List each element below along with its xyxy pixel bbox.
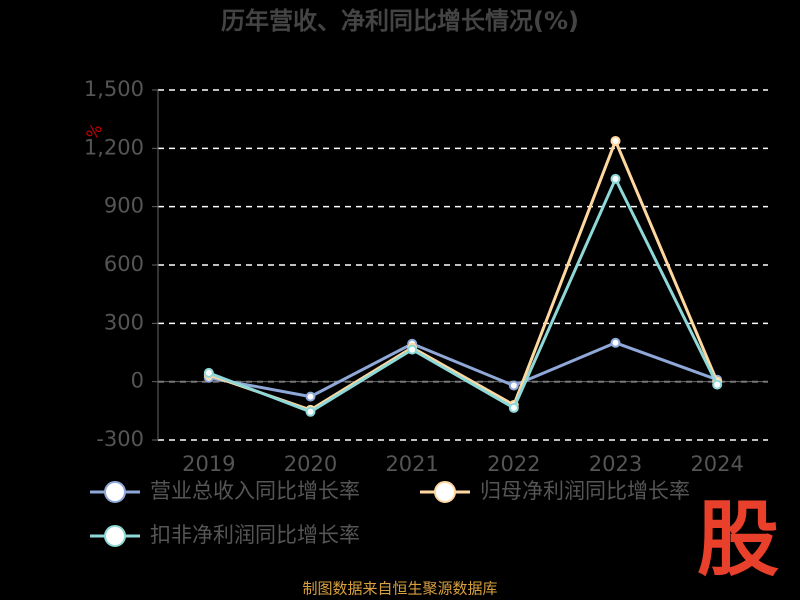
y-tick-label: 300 [104, 310, 144, 334]
point [508, 380, 519, 391]
y-tick-label: 0 [131, 369, 144, 393]
point [508, 402, 519, 413]
legend-marker [434, 481, 456, 503]
legend-marker [104, 525, 126, 547]
point [305, 406, 316, 417]
chart-title: 历年营收、净利同比增长情况(%) [221, 7, 579, 35]
x-tick-label: 2022 [487, 452, 540, 476]
point [610, 337, 621, 348]
y-tick-label: 1,500 [84, 77, 144, 101]
series-line [208, 136, 719, 412]
y-tick-label: 600 [104, 252, 144, 276]
point [610, 173, 621, 184]
y-tick-label: 1,200 [84, 135, 144, 159]
point [712, 379, 723, 390]
series-line [208, 341, 718, 399]
point [203, 367, 214, 378]
point [610, 135, 621, 146]
logo: 股 [697, 492, 779, 587]
legend-marker [104, 481, 126, 503]
point [305, 391, 316, 402]
x-tick-label: 2023 [589, 452, 642, 476]
legend-label: 归母净利润同比增长率 [480, 479, 690, 503]
y-tick-label: -300 [96, 427, 144, 451]
legend-label: 营业总收入同比增长率 [150, 479, 360, 503]
point [407, 344, 418, 355]
x-tick-label: 2019 [182, 452, 235, 476]
series-line [208, 175, 719, 414]
legend-label: 扣非净利润同比增长率 [150, 523, 360, 547]
x-tick-label: 2020 [284, 452, 337, 476]
y-tick-label: 900 [104, 194, 144, 218]
x-tick-label: 2024 [690, 452, 743, 476]
source: 制图数据来自恒生聚源数据库 [302, 580, 497, 598]
x-tick-label: 2021 [385, 452, 438, 476]
